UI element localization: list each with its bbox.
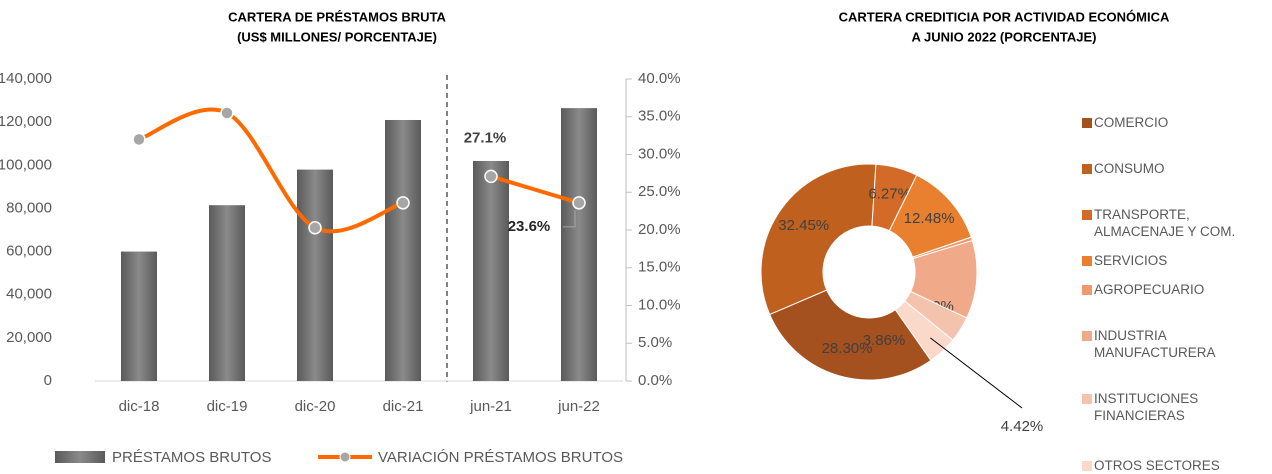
legend-label: SERVICIOS <box>1094 253 1168 268</box>
data-label: 27.1% <box>464 129 507 146</box>
donut-slice <box>894 300 954 362</box>
y2-tick-label: 40.0% <box>638 70 681 87</box>
y-tick-label: 100,000 <box>0 156 52 173</box>
x-tick-label: dic-18 <box>119 398 160 415</box>
y2-tick-label: 30.0% <box>638 145 681 162</box>
donut-slice <box>769 289 932 381</box>
legend-swatch <box>1082 285 1092 295</box>
legend-marker <box>339 451 351 463</box>
legend-label: COMERCIO <box>1094 115 1169 130</box>
y-tick-label: 120,000 <box>0 113 52 130</box>
line-marker <box>308 220 322 235</box>
legend-swatch <box>1082 210 1092 220</box>
y2-tick-label: 15.0% <box>638 259 681 276</box>
legend-label: PRÉSTAMOS BRUTOS <box>112 449 271 466</box>
y2-tick-label: 20.0% <box>638 221 681 238</box>
data-label: 23.6% <box>508 218 551 235</box>
chart-subtitle: (US$ MILLONES/ PORCENTAJE) <box>237 29 437 44</box>
legend-swatch <box>55 451 105 463</box>
legend-label: VARIACIÓN PRÉSTAMOS BRUTOS <box>378 449 623 466</box>
legend-item: COMERCIO <box>1082 114 1252 131</box>
x-tick-label: dic-21 <box>383 398 424 415</box>
y2-tick-label: 5.0% <box>638 334 672 351</box>
legend-label: INDUSTRIA MANUFACTURERA <box>1094 328 1216 360</box>
legend-swatch <box>1082 256 1092 266</box>
y-tick-label: 40,000 <box>6 286 52 303</box>
line-marker <box>396 196 410 210</box>
legend-swatch <box>1082 118 1092 128</box>
bar <box>385 119 421 381</box>
legend-swatch <box>1082 461 1092 471</box>
label-leader <box>563 209 576 228</box>
bar <box>209 205 245 381</box>
line-marker <box>484 169 498 184</box>
chart-subtitle: A JUNIO 2022 (PORCENTAJE) <box>912 29 1097 44</box>
x-tick-label: dic-19 <box>207 398 248 415</box>
line-marker <box>572 196 586 210</box>
x-tick-label: jun-21 <box>469 398 512 415</box>
data-label: 32.45% <box>778 217 829 234</box>
data-label: 6.27% <box>868 186 911 203</box>
legend-swatch <box>1082 394 1092 404</box>
line-marker <box>220 106 234 120</box>
data-label: 3.86% <box>863 332 906 349</box>
legend-item: SERVICIOS <box>1082 252 1252 269</box>
chart-title: CARTERA CREDITICIA POR ACTIVIDAD ECONÓMI… <box>839 9 1170 24</box>
legend-item: CONSUMO <box>1082 160 1252 177</box>
x-tick-label: dic-20 <box>295 398 336 415</box>
legend-item: TRANSPORTE, ALMACENAJE Y COM. <box>1082 206 1252 240</box>
y-tick-label: 20,000 <box>6 329 52 346</box>
y-tick-label: 80,000 <box>6 199 52 216</box>
chart-title: CARTERA DE PRÉSTAMOS BRUTA <box>228 9 446 24</box>
legend-swatch <box>1082 331 1092 341</box>
y2-tick-label: 0.0% <box>638 372 672 389</box>
legend-swatch <box>1082 164 1092 174</box>
line <box>138 107 404 234</box>
bar <box>297 169 333 381</box>
y-tick-label: 60,000 <box>6 243 52 260</box>
bar <box>473 160 509 381</box>
legend-item: INSTITUCIONES FINANCIERAS <box>1082 390 1252 424</box>
line-marker <box>132 132 146 147</box>
y2-tick-label: 35.0% <box>638 108 681 125</box>
donut-slice <box>760 163 877 316</box>
x-tick-label: jun-22 <box>557 398 600 415</box>
y-tick-label: 0 <box>44 372 52 389</box>
y2-tick-label: 25.0% <box>638 183 681 200</box>
label-leader <box>930 337 1023 409</box>
data-label: 12.48% <box>904 210 955 227</box>
data-label: 28.30% <box>822 340 873 357</box>
data-label: 4.42% <box>1001 418 1044 435</box>
donut-legend: COMERCIO CONSUMO TRANSPORTE, ALMACENAJE Y … <box>1082 114 1252 474</box>
legend-item: AGROPECUARIO <box>1082 281 1252 298</box>
legend-label: AGROPECUARIO <box>1094 282 1205 297</box>
legend-label: TRANSPORTE, ALMACENAJE Y COM. <box>1094 207 1236 239</box>
legend-label: INSTITUCIONES FINANCIERAS <box>1094 391 1199 423</box>
legend-item: INDUSTRIA MANUFACTURERA <box>1082 327 1252 361</box>
bar <box>561 108 597 381</box>
y2-tick-label: 10.0% <box>638 296 681 313</box>
y-tick-label: 140,000 <box>0 70 52 87</box>
legend-label: CONSUMO <box>1094 161 1165 176</box>
bar <box>121 251 157 381</box>
